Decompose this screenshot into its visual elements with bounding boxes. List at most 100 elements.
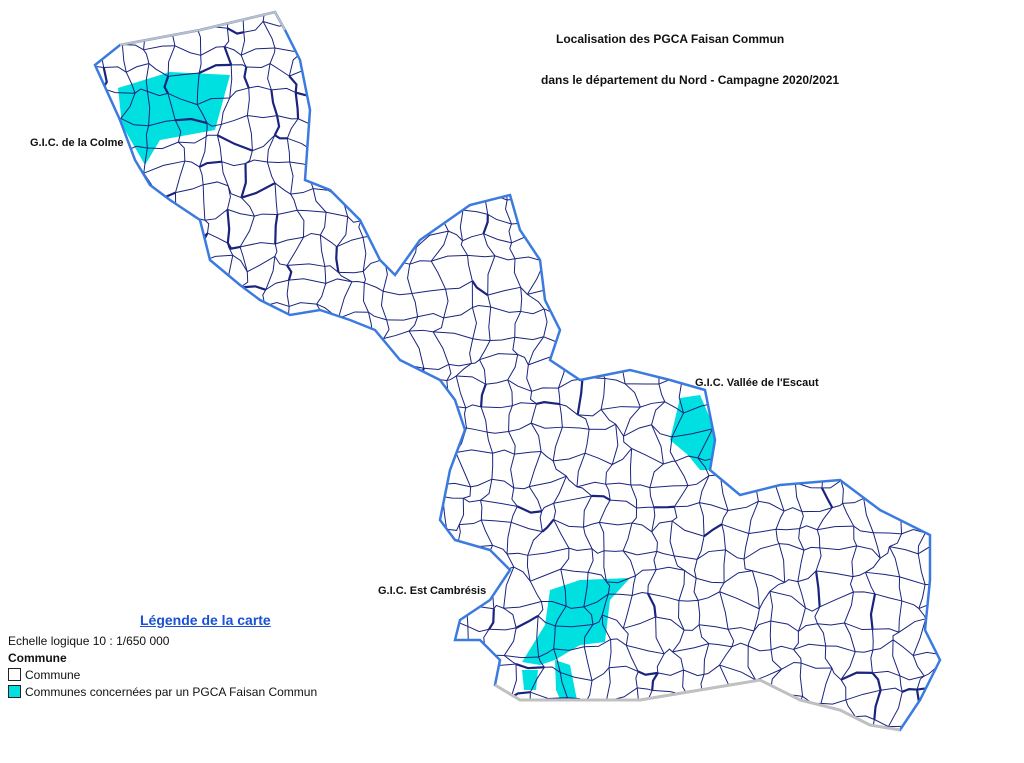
commune-border — [855, 715, 875, 720]
commune-border — [338, 751, 362, 754]
commune-border — [464, 680, 473, 700]
commune-border — [745, 282, 782, 287]
commune-border — [903, 482, 925, 490]
commune-border — [337, 673, 364, 679]
commune-border — [553, 648, 561, 673]
commune-border — [71, 289, 74, 317]
commune-border — [687, 212, 698, 222]
commune-border — [769, 340, 774, 368]
commune-border — [202, 184, 206, 221]
commune-border — [529, 391, 537, 405]
commune-border — [347, 216, 361, 223]
commune-border — [576, 120, 584, 141]
commune-border — [434, 656, 443, 672]
commune-border — [303, 592, 323, 606]
commune-border — [301, 716, 321, 721]
commune-border — [347, 326, 374, 341]
commune-border — [146, 280, 151, 307]
commune-border — [389, 690, 410, 698]
commune-border — [749, 139, 773, 153]
commune-border — [697, 457, 710, 476]
commune-border — [467, 27, 492, 32]
commune-border — [196, 104, 208, 124]
commune-border — [361, 496, 387, 510]
commune-border — [320, 617, 328, 649]
commune-border — [767, 45, 795, 52]
commune-border — [431, 254, 468, 262]
commune-border — [511, 723, 519, 730]
commune-border — [630, 484, 638, 509]
commune-border — [891, 12, 897, 32]
commune-border — [938, 591, 940, 630]
commune-border — [655, 211, 689, 222]
commune-border — [819, 336, 845, 344]
commune-border — [699, 502, 729, 511]
commune-border — [129, 303, 149, 309]
commune-border — [748, 528, 777, 534]
commune-border — [179, 498, 203, 514]
commune-border — [520, 308, 545, 315]
commune-border — [696, 549, 726, 560]
commune-border — [200, 46, 225, 56]
commune-border — [632, 92, 648, 104]
commune-border — [936, 89, 940, 116]
commune-border — [843, 309, 849, 344]
commune-border — [707, 139, 734, 144]
commune-border — [865, 415, 900, 421]
commune-border — [95, 88, 104, 103]
commune-border — [223, 400, 247, 407]
commune-border — [798, 15, 824, 24]
commune-border — [934, 175, 940, 190]
commune-border — [649, 232, 684, 239]
commune-border — [320, 592, 323, 618]
commune-border — [605, 483, 611, 501]
commune-border — [538, 648, 554, 658]
commune-border — [102, 217, 112, 235]
commune-border — [221, 502, 231, 526]
commune-border — [719, 423, 761, 433]
commune-border — [781, 661, 802, 670]
commune-border — [384, 18, 424, 31]
commune-border — [508, 422, 532, 432]
commune-border — [703, 643, 710, 675]
commune-border — [141, 519, 148, 560]
commune-border — [135, 594, 155, 601]
commune-border — [760, 45, 768, 49]
commune-border — [622, 550, 657, 556]
commune-border — [428, 119, 434, 145]
commune-border — [696, 536, 705, 560]
commune-border — [265, 279, 290, 291]
commune-border — [261, 341, 265, 367]
commune-border — [511, 521, 543, 533]
commune-border — [249, 570, 270, 580]
commune-border — [578, 185, 593, 211]
commune-border — [879, 159, 893, 178]
commune-border — [817, 392, 821, 402]
commune-border — [794, 720, 832, 725]
commune-border — [489, 175, 497, 184]
commune-border — [388, 697, 393, 726]
commune-border — [587, 338, 603, 345]
commune-border — [623, 436, 632, 449]
commune-border — [891, 160, 900, 200]
commune-border — [318, 430, 328, 454]
commune-border — [119, 433, 146, 437]
commune-border — [649, 463, 664, 488]
commune-border — [201, 471, 208, 513]
commune-border — [840, 651, 856, 680]
commune-border — [893, 416, 901, 427]
commune-border — [821, 258, 853, 272]
commune-border — [367, 616, 374, 643]
commune-border — [744, 285, 753, 313]
commune-border — [190, 293, 202, 310]
commune-border — [327, 549, 340, 552]
commune-border — [471, 307, 477, 339]
commune-border — [172, 12, 179, 22]
commune-border — [708, 239, 737, 248]
commune-border — [750, 231, 770, 248]
commune-border — [770, 471, 796, 484]
commune-border — [364, 51, 370, 68]
commune-border — [584, 265, 604, 272]
commune-border — [847, 0, 871, 6]
commune-border — [365, 65, 397, 73]
